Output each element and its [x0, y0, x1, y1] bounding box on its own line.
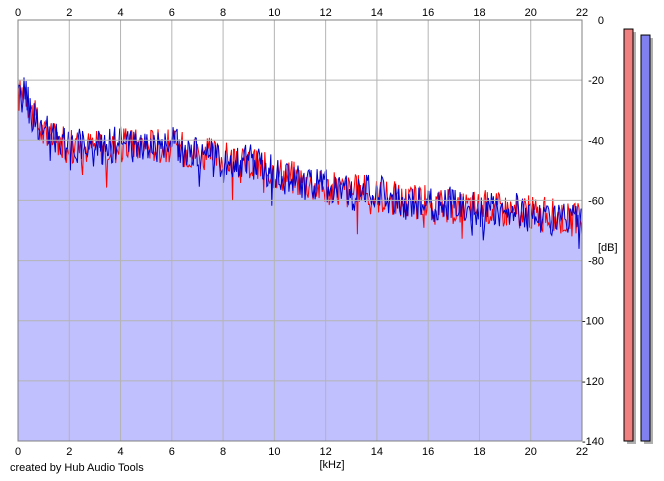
x-tick-label-bottom: 10	[268, 446, 280, 458]
x-tick-label-bottom: 22	[576, 446, 588, 458]
x-tick-label-bottom: 6	[169, 446, 175, 458]
x-tick-label-bottom: 20	[525, 446, 537, 458]
x-axis-label: [kHz]	[319, 459, 344, 471]
x-tick-label-bottom: 0	[15, 446, 21, 458]
credit-text: created by Hub Audio Tools	[10, 462, 144, 474]
y-tick-label: -120	[582, 376, 604, 388]
grid	[17, 19, 583, 442]
x-tick-label-top: 16	[422, 7, 434, 19]
y-tick-label: 0	[598, 15, 604, 27]
x-tick-label-top: 0	[15, 7, 21, 19]
x-tick-label-top: 10	[268, 7, 280, 19]
series-right-channel	[17, 77, 583, 249]
x-tick-label-top: 2	[66, 7, 72, 19]
plot-border	[17, 19, 583, 442]
y-tick-labels: 0 -20 -40 -60 -80 -100 -120 -140	[582, 15, 604, 448]
x-tick-labels-bottom: 0 2 4 6 8 10 12 14 16 18 20 22	[15, 446, 588, 458]
x-tick-label-top: 14	[371, 7, 383, 19]
spectrum-fill	[18, 77, 582, 442]
x-tick-label-bottom: 14	[371, 446, 383, 458]
y-tick-label: -20	[588, 75, 604, 87]
x-tick-label-top: 18	[473, 7, 485, 19]
x-tick-label-bottom: 8	[220, 446, 226, 458]
y-tick-label: -40	[588, 135, 604, 147]
x-tick-label-top: 4	[117, 7, 123, 19]
x-tick-label-top: 8	[220, 7, 226, 19]
x-tick-label-top: 12	[320, 7, 332, 19]
x-tick-label-top: 20	[525, 7, 537, 19]
x-tick-label-top: 22	[576, 7, 588, 19]
y-tick-label: -100	[582, 316, 604, 328]
left-level-meter	[623, 28, 634, 442]
y-tick-label: -80	[588, 256, 604, 268]
x-tick-label-bottom: 18	[473, 446, 485, 458]
y-tick-label: -60	[588, 195, 604, 207]
x-tick-labels-top: 0 2 4 6 8 10 12 14 16 18 20 22	[15, 7, 588, 19]
y-tick-label: -140	[582, 436, 604, 448]
x-tick-label-bottom: 16	[422, 446, 434, 458]
x-tick-label-bottom: 2	[66, 446, 72, 458]
x-tick-label-bottom: 12	[320, 446, 332, 458]
right-level-meter	[640, 34, 651, 442]
x-tick-label-top: 6	[169, 7, 175, 19]
y-axis-label: [dB]	[598, 242, 618, 254]
series-layer	[17, 77, 583, 442]
x-tick-label-bottom: 4	[117, 446, 123, 458]
level-meters	[623, 28, 653, 445]
